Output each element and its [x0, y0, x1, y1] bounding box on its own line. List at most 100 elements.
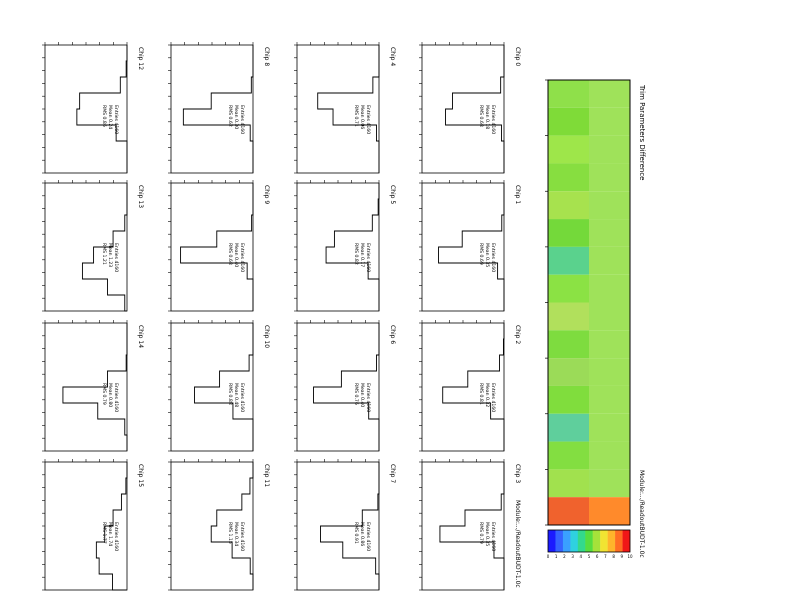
heatmap-cell [589, 246, 630, 275]
histogram-series [438, 183, 505, 311]
stats-line: Mean 0.40 [233, 243, 239, 267]
heatmap-cell [589, 358, 630, 386]
stats-line: Entries 4160 [113, 383, 119, 412]
heatmap-cell [589, 274, 630, 303]
histogram-series [325, 183, 380, 311]
heatmap-cell [548, 219, 589, 247]
heatmap-cell [548, 80, 589, 108]
stats-line: Entries 4160 [239, 383, 245, 412]
histogram-series [95, 462, 128, 591]
stats-line: Mean 0.35 [484, 522, 490, 546]
chip-title: Chip 3 [514, 464, 521, 483]
stats-line: Mean 0.24 [107, 105, 113, 129]
colorbar-tick-label: 4 [580, 554, 583, 559]
chip-title: Chip 7 [389, 464, 396, 483]
stats-line: Entries 4160 [365, 105, 371, 134]
stats-line: Mean 0.06 [359, 105, 365, 129]
histogram-series [62, 323, 128, 451]
colorbar-swatch [607, 530, 616, 552]
histogram-series [442, 323, 505, 451]
stats-line: RMS 0.81 [478, 383, 484, 405]
chip-title: Chip 15 [137, 464, 144, 487]
colorbar-tick-label: 9 [621, 554, 624, 559]
histogram-series [81, 183, 128, 312]
stats-line: Mean 0.30 [233, 105, 239, 129]
chip-title: Chip 13 [137, 185, 144, 208]
heatmap-cell [548, 469, 589, 498]
stats-line: RMS 0.82 [353, 243, 359, 265]
colorbar-swatch [615, 530, 623, 552]
stats-line: Entries 4160 [490, 522, 496, 551]
stats-line: RMS 0.68 [227, 243, 233, 265]
heatmap-cell [548, 246, 589, 275]
heatmap-cell [589, 413, 630, 442]
histogram-series [182, 45, 254, 173]
colorbar-tick-label: 2 [563, 554, 566, 559]
colorbar-tick-label: 3 [571, 554, 574, 559]
stats-line: Entries 4160 [365, 522, 371, 551]
stats-line: Entries 4160 [365, 243, 371, 272]
heatmap-cell [589, 191, 630, 220]
colorbar-swatch [577, 530, 586, 552]
colorbar-tick-label: 6 [596, 554, 599, 559]
chip-title: Chip 2 [514, 325, 521, 344]
colorbar-frame [547, 529, 631, 553]
heatmap-cell [548, 330, 589, 359]
stats-line: RMS 0.71 [353, 105, 359, 127]
heatmap-cell [548, 385, 589, 414]
stats-line: RMS 0.76 [353, 383, 359, 405]
stats-line: Mean 0.35 [484, 243, 490, 267]
stats-line: RMS 0.68 [478, 105, 484, 127]
chip-title: Chip 1 [514, 185, 521, 204]
heatmap-cell [548, 163, 589, 192]
stats-line: Entries 4160 [239, 105, 245, 134]
colorbar-swatch [592, 530, 601, 552]
stats-line: Mean 0.17 [359, 243, 365, 267]
histogram-series [320, 462, 380, 590]
heatmap-cell [548, 191, 589, 220]
stats-line: Mean 0.80 [107, 383, 113, 407]
heatmap-cell [589, 163, 630, 192]
stats-line: RMS 0.86 [101, 105, 107, 127]
heatmap-cell [548, 135, 589, 164]
heatmap-cell [548, 441, 589, 470]
histogram-series [317, 45, 380, 173]
stats-line: Entries 4160 [113, 522, 119, 551]
stats-line: RMS 1.77 [101, 522, 107, 544]
histogram-series [210, 462, 254, 590]
stats-line: Mean 1.23 [107, 243, 113, 267]
stats-line: Entries 4160 [490, 243, 496, 272]
stats-line: Entries 4160 [113, 243, 119, 272]
chip-title: Chip 9 [263, 185, 270, 204]
colorbar-swatch [600, 530, 608, 552]
stats-line: RMS 1.15 [227, 522, 233, 544]
colorbar-tick-label: 7 [604, 554, 607, 559]
heatmap-cell [589, 469, 630, 498]
stats-line: Mean 0.32 [484, 383, 490, 407]
colorbar-tick-label: 10 [627, 554, 633, 559]
colorbar-tick-label: 8 [612, 554, 615, 559]
histogram-series [445, 45, 505, 173]
stats-line: Entries 4160 [490, 105, 496, 134]
colorbar-swatch [585, 530, 593, 552]
chip-title: Chip 12 [137, 47, 144, 70]
colorbar: 0 1 2 3 4 5 6 7 8 9 10 [547, 529, 633, 559]
heatmap-cell [589, 219, 630, 247]
heatmap-title: Trim Parameters Difference [638, 84, 646, 181]
stats-line: Mean 0.40 [359, 383, 365, 407]
chip-title: Chip 8 [263, 47, 270, 66]
colorbar-swatch [555, 530, 564, 552]
colorbar-swatch [622, 530, 631, 552]
heatmap-cell [548, 497, 589, 525]
